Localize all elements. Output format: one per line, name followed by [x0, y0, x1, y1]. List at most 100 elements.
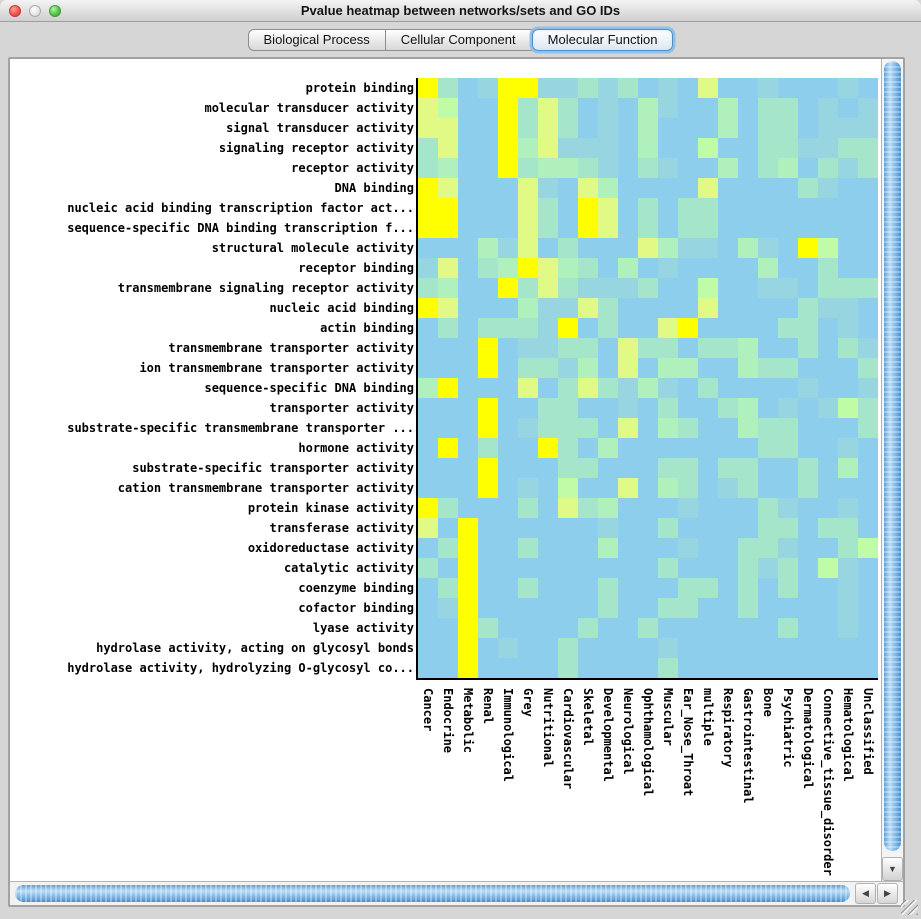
heatmap-cell	[858, 658, 878, 678]
minimize-button-icon[interactable]	[29, 5, 41, 17]
heatmap-cell	[738, 298, 758, 318]
heatmap-cell	[498, 418, 518, 438]
heatmap-cell	[658, 438, 678, 458]
heatmap-cell	[578, 318, 598, 338]
heatmap-cell	[518, 178, 538, 198]
heatmap-cell	[678, 178, 698, 198]
heatmap-cell	[718, 198, 738, 218]
heatmap-cell	[818, 398, 838, 418]
heatmap-cell	[558, 198, 578, 218]
heatmap-cell	[558, 518, 578, 538]
heatmap-cell	[458, 638, 478, 658]
heatmap-cell	[778, 178, 798, 198]
heatmap-cell	[678, 578, 698, 598]
heatmap-cell	[798, 78, 818, 98]
heatmap-cell	[638, 218, 658, 238]
heatmap-cell	[438, 498, 458, 518]
scroll-down-arrow-icon[interactable]: ▼	[882, 857, 903, 881]
column-label: Cancer	[421, 688, 435, 732]
heatmap-cell	[778, 238, 798, 258]
heatmap-cell	[778, 258, 798, 278]
heatmap-cell	[498, 138, 518, 158]
heatmap-cell	[418, 298, 438, 318]
heatmap-cell	[838, 418, 858, 438]
heatmap-cell	[478, 158, 498, 178]
heatmap-cell	[758, 578, 778, 598]
heatmap-cell	[778, 278, 798, 298]
heatmap-cell	[478, 138, 498, 158]
heatmap-cell	[778, 478, 798, 498]
heatmap-cell	[858, 198, 878, 218]
heatmap-cell	[718, 378, 738, 398]
title-bar[interactable]: Pvalue heatmap between networks/sets and…	[0, 0, 921, 22]
heatmap-cell	[858, 598, 878, 618]
heatmap-cell	[538, 318, 558, 338]
tab-molecular-function[interactable]: Molecular Function	[531, 28, 674, 51]
heatmap-cell	[538, 418, 558, 438]
heatmap-cell	[738, 558, 758, 578]
tab-cellular-component[interactable]: Cellular Component	[385, 28, 532, 51]
heatmap-cell	[698, 638, 718, 658]
heatmap-cell	[658, 578, 678, 598]
heatmap-cell	[578, 278, 598, 298]
heatmap-cell	[658, 198, 678, 218]
heatmap-cell	[638, 558, 658, 578]
heatmap-cell	[858, 478, 878, 498]
heatmap-cell	[578, 218, 598, 238]
heatmap-cell	[638, 178, 658, 198]
heatmap-cell	[858, 278, 878, 298]
heatmap-cell	[498, 438, 518, 458]
heatmap-cell	[698, 178, 718, 198]
heatmap-cell	[578, 538, 598, 558]
heatmap-cell	[778, 638, 798, 658]
heatmap-cell	[798, 578, 818, 598]
heatmap-cell	[618, 538, 638, 558]
heatmap-cell	[578, 258, 598, 278]
heatmap-cell	[438, 438, 458, 458]
heatmap-cell	[618, 278, 638, 298]
heatmap-cell	[718, 518, 738, 538]
tab-bar-container: Biological Process Cellular Component Mole…	[0, 22, 921, 57]
heatmap-cell	[638, 318, 658, 338]
heatmap-cell	[438, 118, 458, 138]
resize-grip-icon[interactable]	[901, 900, 918, 915]
heatmap-cell	[698, 378, 718, 398]
heatmap-cell	[598, 418, 618, 438]
heatmap-cell	[518, 378, 538, 398]
heatmap-cell	[558, 358, 578, 378]
heatmap-cell	[618, 358, 638, 378]
heatmap-cell	[638, 98, 658, 118]
heatmap-cell	[578, 238, 598, 258]
vertical-scrollbar-thumb[interactable]	[884, 61, 901, 851]
heatmap-cell	[578, 618, 598, 638]
heatmap-cell	[498, 178, 518, 198]
horizontal-scrollbar-thumb[interactable]	[15, 885, 850, 902]
column-label: Ophthamological	[641, 688, 655, 797]
heatmap-cell	[638, 118, 658, 138]
heatmap-cell	[498, 638, 518, 658]
heatmap-cell	[678, 278, 698, 298]
heatmap-cell	[798, 418, 818, 438]
heatmap-cell	[598, 578, 618, 598]
scroll-left-arrow-icon[interactable]: ◀	[855, 883, 876, 904]
heatmap-canvas: protein binding molecular transducer acti…	[10, 59, 903, 905]
heatmap-cell	[758, 318, 778, 338]
zoom-button-icon[interactable]	[49, 5, 61, 17]
heatmap-cell	[478, 518, 498, 538]
heatmap-cell	[738, 458, 758, 478]
heatmap-cell	[798, 538, 818, 558]
heatmap-cell	[678, 558, 698, 578]
heatmap-cell	[778, 358, 798, 378]
heatmap-cell	[758, 518, 778, 538]
heatmap-cell	[578, 578, 598, 598]
horizontal-scrollbar[interactable]: ◀ ▶	[10, 881, 903, 905]
close-button-icon[interactable]	[9, 5, 21, 17]
heatmap-cell	[698, 238, 718, 258]
scroll-right-arrow-icon[interactable]: ▶	[877, 883, 898, 904]
tab-biological-process[interactable]: Biological Process	[247, 28, 386, 51]
heatmap-cell	[518, 478, 538, 498]
vertical-scrollbar[interactable]: ▼	[881, 59, 903, 881]
heatmap-cell	[458, 238, 478, 258]
heatmap-cell	[598, 658, 618, 678]
heatmap-cell	[578, 178, 598, 198]
